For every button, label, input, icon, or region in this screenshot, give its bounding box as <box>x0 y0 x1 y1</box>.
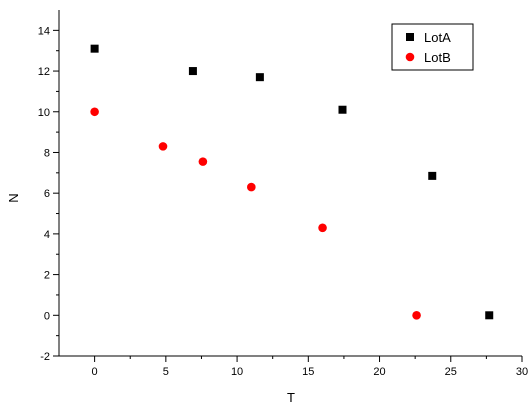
point-lota <box>428 171 437 180</box>
point-lota <box>188 67 197 76</box>
point-lota <box>255 73 264 82</box>
y-tick-label: -2 <box>40 351 50 363</box>
tick-labels: 0 5 10 15 20 25 30 -2 0 2 4 6 8 10 12 14 <box>38 25 528 378</box>
x-tick-label: 30 <box>516 366 528 378</box>
axes <box>58 10 522 357</box>
point-lota <box>90 44 99 53</box>
y-tick-label: 0 <box>44 310 50 322</box>
point-lotb <box>198 157 208 166</box>
y-tick-label: 2 <box>44 270 50 282</box>
x-axis-title: T <box>287 390 295 403</box>
legend-marker-lota <box>406 33 414 41</box>
x-tick-label: 20 <box>373 366 385 378</box>
legend-box <box>391 23 474 71</box>
y-tick-label: 12 <box>38 66 50 78</box>
legend-label-lotb: LotB <box>424 50 451 65</box>
legend: LotA LotB <box>391 23 474 71</box>
legend-label-lota: LotA <box>424 30 451 45</box>
legend-marker-lotb <box>405 52 415 62</box>
point-lota <box>485 311 494 320</box>
point-lotb <box>318 223 327 233</box>
y-tick-label: 8 <box>44 147 50 159</box>
y-tick-label: 6 <box>44 188 50 200</box>
x-tick-label: 25 <box>445 366 457 378</box>
y-axis-title: N <box>6 193 21 202</box>
point-lotb <box>158 142 168 151</box>
markers <box>90 44 494 320</box>
x-tick-label: 15 <box>302 366 314 378</box>
y-tick-label: 10 <box>38 107 50 119</box>
point-lota <box>338 105 347 114</box>
x-tick-label: 10 <box>231 366 243 378</box>
y-tick-label: 4 <box>44 229 50 241</box>
x-tick-label: 0 <box>92 366 98 378</box>
point-lotb <box>412 310 421 320</box>
point-lotb <box>90 107 99 117</box>
point-lotb <box>247 182 256 192</box>
x-tick-label: 5 <box>163 366 169 378</box>
ticks <box>53 29 523 362</box>
y-tick-label: 14 <box>38 25 50 37</box>
